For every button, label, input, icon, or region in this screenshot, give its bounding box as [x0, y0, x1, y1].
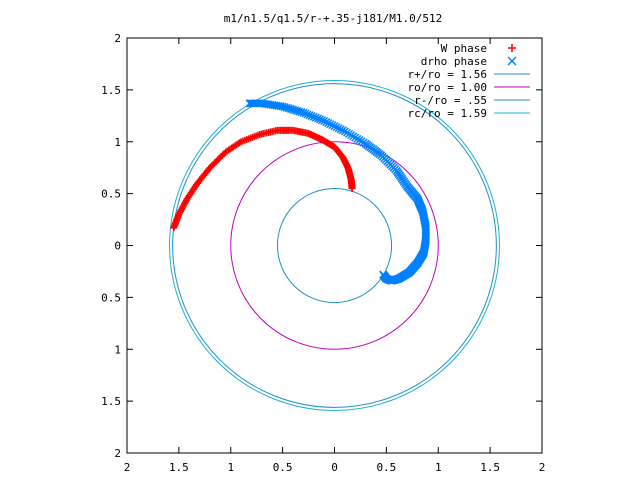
x-tick-label: 1.5 — [480, 461, 500, 474]
x-stroke — [295, 107, 304, 116]
y-tick-label: 1 — [114, 343, 121, 356]
w-phase-point — [217, 153, 225, 161]
x-stroke — [280, 103, 289, 112]
x-tick-label: 0 — [331, 461, 338, 474]
x-stroke — [311, 113, 320, 122]
w-phase-point — [208, 162, 216, 170]
x-tick-label: 1.5 — [169, 461, 189, 474]
w-phase-point — [211, 159, 219, 167]
y-tick-label: 1.5 — [101, 84, 121, 97]
x-stroke — [293, 106, 302, 115]
y-tick-label: 2 — [114, 32, 121, 45]
x-stroke — [303, 110, 312, 119]
x-tick-label: 0.5 — [376, 461, 396, 474]
x-stroke — [288, 105, 298, 114]
phase-markers — [170, 99, 430, 285]
axis-ticks: 2 1.5 1 0.5 0 0.5 1 1.5 221.510.500.511.52 — [101, 32, 545, 474]
legend-label: drho phase — [421, 55, 487, 68]
legend-label: W phase — [441, 42, 487, 55]
w-phase-point — [348, 184, 356, 192]
x-stroke — [284, 104, 293, 113]
legend-label: rc/ro = 1.59 — [408, 107, 487, 120]
y-tick-label: 1 — [114, 136, 121, 149]
x-stroke — [305, 111, 314, 120]
x-stroke — [315, 115, 325, 124]
x-stroke — [299, 108, 308, 117]
x-tick-label: 1 — [435, 461, 442, 474]
y-tick-label: 0 — [114, 240, 121, 253]
x-tick-label: 2 — [124, 461, 131, 474]
drho-phase-point — [311, 113, 320, 122]
x-stroke — [313, 114, 322, 123]
x-stroke — [261, 99, 271, 109]
x-stroke — [274, 101, 283, 110]
w-phase-point — [215, 154, 223, 162]
x-stroke — [291, 106, 300, 115]
w-phase-point — [206, 164, 214, 172]
x-stroke — [257, 99, 266, 108]
y-tick-label: 2 — [114, 447, 121, 460]
x-stroke — [266, 100, 275, 109]
x-tick-label: 1 — [227, 461, 234, 474]
circle-5 — [169, 80, 500, 411]
x-tick-label: 2 — [539, 461, 546, 474]
x-stroke — [507, 56, 517, 66]
circle-2 — [172, 83, 497, 408]
reference-circles — [169, 80, 500, 411]
drho-phase-point — [301, 109, 310, 118]
x-stroke — [286, 104, 295, 113]
y-tick-label: 1.5 — [101, 395, 121, 408]
w-phase-point — [214, 156, 222, 164]
drho-phase-point — [379, 270, 388, 279]
x-stroke — [268, 100, 277, 109]
x-stroke — [318, 116, 327, 125]
drho-phase-point — [313, 114, 322, 123]
w-phase-point — [218, 151, 226, 159]
drho-phase-point — [299, 108, 308, 117]
x-stroke — [379, 270, 388, 279]
y-tick-label: 0.5 — [101, 188, 121, 201]
w-phase-point — [212, 157, 220, 165]
x-stroke — [282, 103, 291, 112]
drho-phase-point — [309, 112, 318, 121]
x-stroke — [278, 102, 287, 111]
x-stroke — [301, 109, 310, 118]
legend-swatch — [507, 56, 517, 66]
series-0 — [170, 126, 356, 232]
drho-phase-point — [307, 111, 316, 121]
x-stroke — [272, 101, 281, 110]
legend-swatch — [508, 44, 516, 52]
legend-label: r+/ro = 1.56 — [408, 68, 487, 81]
x-stroke — [270, 101, 279, 110]
legend-label: r-/ro = .55 — [414, 94, 487, 107]
circle-4 — [276, 187, 393, 304]
circle-3 — [230, 141, 439, 350]
x-tick-label: 0.5 — [273, 461, 293, 474]
x-stroke — [264, 100, 273, 109]
y-tick-label: 0.5 — [101, 291, 121, 304]
x-stroke — [307, 111, 316, 121]
chart-title: m1/n1.5/q1.5/r-+.35-j181/M1.0/512 — [224, 12, 443, 25]
x-stroke — [276, 102, 285, 111]
x-stroke — [259, 99, 268, 108]
drho-phase-point — [305, 111, 314, 120]
drho-phase-point — [303, 110, 312, 119]
drho-phase-point — [318, 116, 327, 125]
w-phase-point — [209, 161, 217, 169]
legend-label: ro/ro = 1.00 — [408, 81, 487, 94]
series-1 — [245, 99, 430, 285]
drho-phase-point — [315, 115, 325, 124]
x-stroke — [297, 108, 306, 117]
x-stroke — [309, 112, 318, 121]
